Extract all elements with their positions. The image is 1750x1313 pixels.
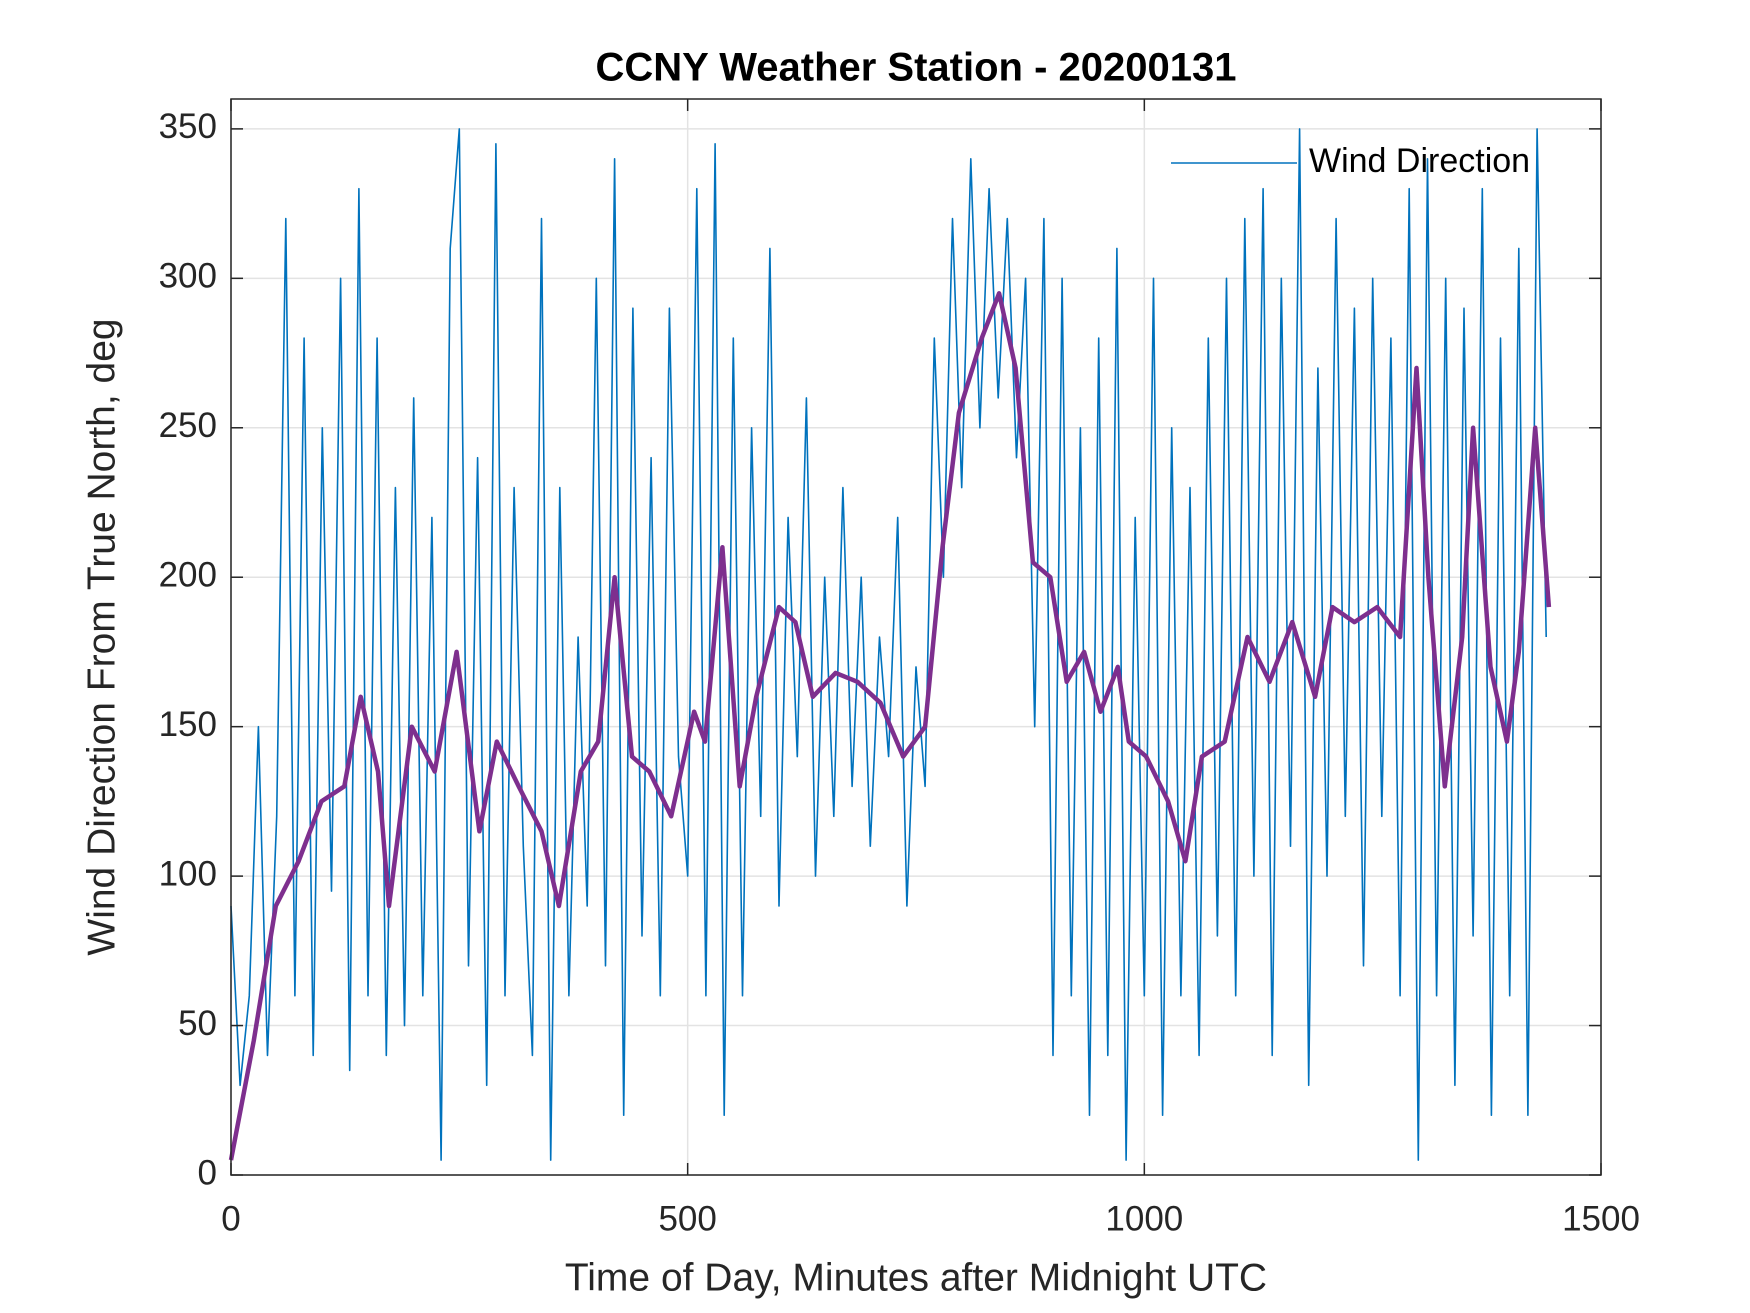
y-tick-label: 200: [159, 555, 217, 594]
y-tick-label: 300: [159, 257, 217, 296]
y-tick-label: 50: [178, 1004, 217, 1043]
data-line: [230, 128, 1547, 1161]
x-axis-label: Time of Day, Minutes after Midnight UTC: [565, 1256, 1267, 1299]
x-tick-label: 500: [658, 1199, 716, 1238]
x-tick-label: 1000: [1105, 1199, 1183, 1238]
smoothed-line: [228, 291, 1552, 1161]
axes-box: [230, 98, 1602, 1176]
y-axis-label: Wind Direction From True North, deg: [80, 318, 123, 955]
ticks: 0 500 1000 1500 0 50 100 150 200 250 300 350: [159, 99, 1640, 1238]
x-tick-label: 0: [221, 1199, 240, 1238]
y-tick-label: 100: [159, 854, 217, 893]
legend: Wind Direction: [1171, 142, 1530, 180]
x-tick-label: 1500: [1562, 1199, 1640, 1238]
y-tick-label: 350: [159, 107, 217, 146]
plot-area: [228, 128, 1552, 1161]
y-tick-label: 250: [159, 406, 217, 445]
chart-title: CCNY Weather Station - 20200131: [596, 46, 1237, 90]
y-tick-label: 150: [159, 705, 217, 744]
legend-label: Wind Direction: [1309, 142, 1530, 180]
y-tick-label: 0: [198, 1153, 217, 1192]
